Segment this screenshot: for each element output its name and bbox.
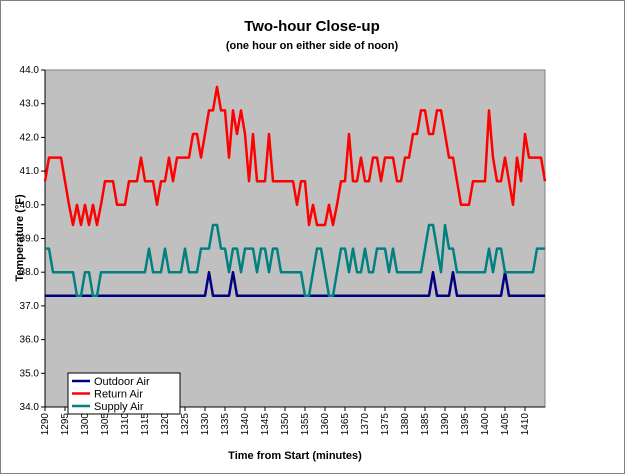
y-tick-label: 34.0 — [20, 402, 40, 413]
x-tick-label: 1370 — [360, 413, 371, 436]
x-tick-label: 1315 — [140, 413, 151, 436]
x-tick-label: 1320 — [160, 413, 171, 436]
y-tick-label: 39.0 — [20, 234, 40, 245]
chart-title: Two-hour Close-up — [244, 18, 380, 35]
y-tick-label: 40.0 — [20, 200, 40, 211]
x-tick-label: 1380 — [400, 413, 411, 436]
x-tick-label: 1335 — [220, 413, 231, 436]
legend-label: Outdoor Air — [94, 376, 150, 388]
x-tick-label: 1355 — [300, 413, 311, 436]
x-tick-label: 1345 — [260, 413, 271, 436]
y-tick-label: 41.0 — [20, 166, 40, 177]
y-tick-label: 38.0 — [20, 267, 40, 278]
y-tick-label: 35.0 — [20, 368, 40, 379]
y-tick-label: 44.0 — [20, 65, 40, 76]
x-tick-label: 1375 — [380, 413, 391, 436]
y-tick-label: 43.0 — [20, 99, 40, 110]
x-tick-label: 1350 — [280, 413, 291, 436]
x-tick-label: 1330 — [200, 413, 211, 436]
x-tick-label: 1310 — [120, 413, 131, 436]
x-tick-label: 1295 — [60, 413, 71, 436]
x-tick-label: 1300 — [80, 413, 91, 436]
x-tick-label: 1395 — [460, 413, 471, 436]
x-axis-label: Time from Start (minutes) — [228, 450, 362, 462]
y-tick-label: 36.0 — [20, 335, 40, 346]
y-axis-label: Temperature (°F) — [14, 194, 26, 282]
x-tick-label: 1365 — [340, 413, 351, 436]
legend-label: Supply Air — [94, 401, 144, 413]
x-tick-label: 1305 — [100, 413, 111, 436]
x-tick-label: 1410 — [520, 413, 531, 436]
x-tick-label: 1340 — [240, 413, 251, 436]
plot-area — [44, 69, 546, 408]
x-tick-label: 1360 — [320, 413, 331, 436]
x-tick-label: 1290 — [40, 413, 51, 436]
series-line — [45, 270, 545, 298]
x-tick-label: 1390 — [440, 413, 451, 436]
x-tick-label: 1405 — [500, 413, 511, 436]
legend-label: Return Air — [94, 389, 143, 401]
x-tick-label: 1385 — [420, 413, 431, 436]
x-tick-label: 1325 — [180, 413, 191, 436]
series-line — [43, 85, 547, 227]
y-tick-label: 37.0 — [20, 301, 40, 312]
x-tick-label: 1400 — [480, 413, 491, 436]
series-line — [45, 223, 545, 298]
y-tick-label: 42.0 — [20, 132, 40, 143]
chart-subtitle: (one hour on either side of noon) — [226, 40, 399, 52]
